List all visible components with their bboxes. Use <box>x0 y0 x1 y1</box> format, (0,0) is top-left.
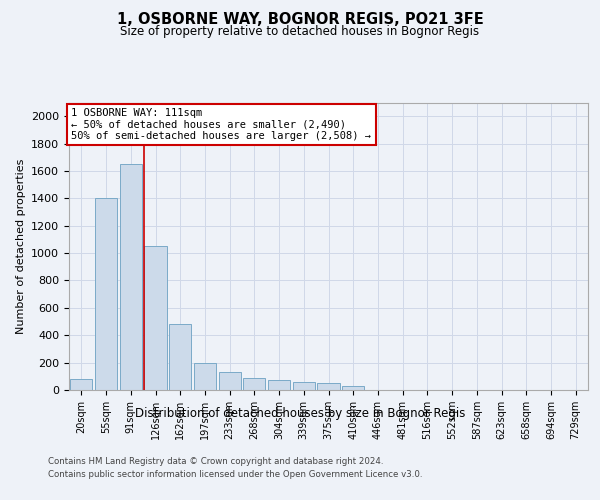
Bar <box>119 164 142 390</box>
Bar <box>293 382 315 390</box>
Text: Contains HM Land Registry data © Crown copyright and database right 2024.: Contains HM Land Registry data © Crown c… <box>48 458 383 466</box>
Bar <box>169 324 191 390</box>
Bar <box>317 383 340 390</box>
Text: 1, OSBORNE WAY, BOGNOR REGIS, PO21 3FE: 1, OSBORNE WAY, BOGNOR REGIS, PO21 3FE <box>116 12 484 28</box>
Text: 1 OSBORNE WAY: 111sqm
← 50% of detached houses are smaller (2,490)
50% of semi-d: 1 OSBORNE WAY: 111sqm ← 50% of detached … <box>71 108 371 141</box>
Bar <box>95 198 117 390</box>
Bar <box>268 380 290 390</box>
Text: Size of property relative to detached houses in Bognor Regis: Size of property relative to detached ho… <box>121 25 479 38</box>
Text: Contains public sector information licensed under the Open Government Licence v3: Contains public sector information licen… <box>48 470 422 479</box>
Y-axis label: Number of detached properties: Number of detached properties <box>16 158 26 334</box>
Text: Distribution of detached houses by size in Bognor Regis: Distribution of detached houses by size … <box>135 408 465 420</box>
Bar <box>243 378 265 390</box>
Bar <box>145 246 167 390</box>
Bar <box>218 372 241 390</box>
Bar <box>70 379 92 390</box>
Bar <box>342 386 364 390</box>
Bar <box>194 362 216 390</box>
